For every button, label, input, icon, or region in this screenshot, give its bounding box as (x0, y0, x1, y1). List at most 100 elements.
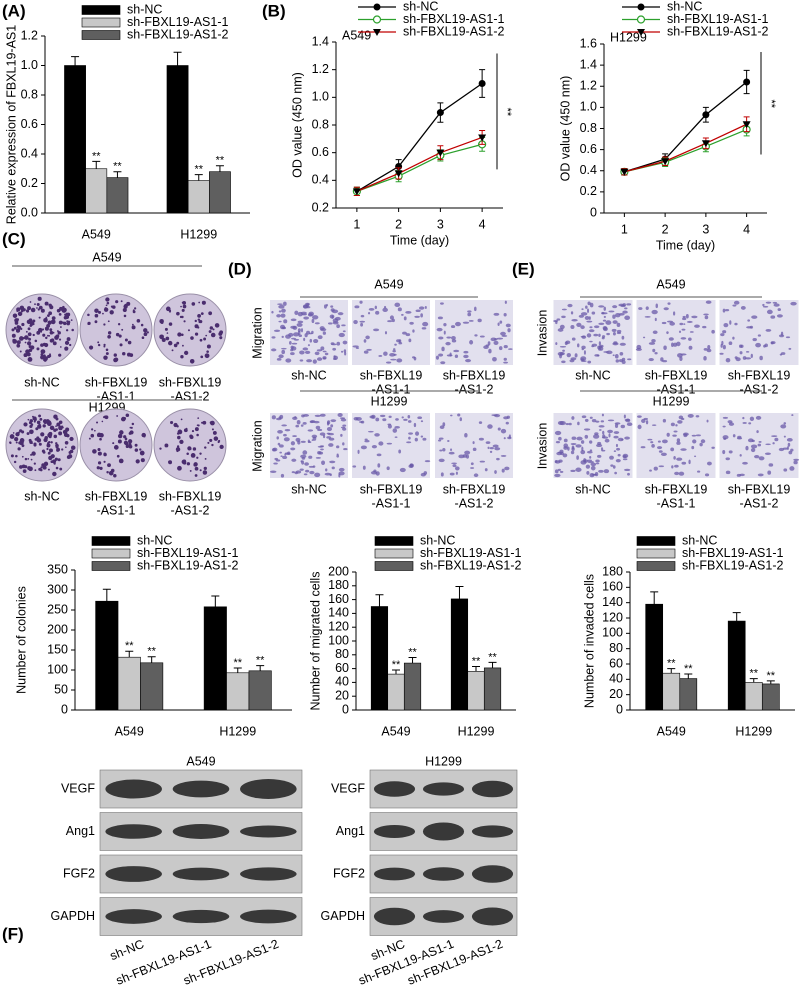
colony (55, 425, 57, 428)
y-tick-label: 20 (335, 688, 349, 702)
colony (37, 308, 40, 311)
cell (435, 355, 440, 360)
colony (99, 466, 103, 470)
cell (341, 324, 346, 327)
colony (131, 422, 135, 426)
colony (40, 349, 46, 354)
cell (554, 473, 561, 478)
colony (102, 312, 104, 315)
cell (439, 302, 444, 305)
point (620, 168, 629, 176)
cell (745, 445, 749, 451)
cell (720, 333, 725, 337)
colony (46, 323, 50, 328)
cell (732, 304, 737, 307)
colony (171, 349, 174, 352)
cell (325, 468, 328, 472)
cell (614, 471, 617, 475)
cell (508, 348, 513, 350)
cell (691, 434, 697, 437)
blot-band (422, 782, 465, 796)
error-bar (488, 661, 497, 668)
cell (732, 434, 736, 438)
legend-label: sh-FBXL19-AS1-1 (127, 15, 228, 29)
cell (615, 458, 621, 463)
colony (58, 338, 62, 341)
colony (205, 334, 208, 337)
cell (624, 436, 630, 440)
cell (590, 465, 596, 471)
cell (281, 326, 286, 329)
cell (332, 347, 337, 351)
colony (28, 466, 33, 472)
cell (364, 438, 368, 441)
cell (666, 432, 670, 437)
cell (342, 340, 348, 345)
colony (210, 332, 216, 338)
cell (616, 322, 621, 328)
blot-band (105, 866, 162, 882)
cell (322, 350, 327, 353)
cell (745, 357, 752, 360)
cell (451, 336, 456, 340)
colony (122, 351, 126, 356)
colony (214, 323, 220, 328)
colony (46, 442, 50, 445)
colony (43, 356, 48, 361)
cell (685, 313, 689, 319)
cell (561, 308, 567, 311)
colony (191, 429, 195, 433)
cell (504, 466, 510, 471)
bar (95, 600, 119, 711)
y-tick-label: 0.8 (312, 117, 329, 131)
legend-swatch (636, 548, 676, 559)
cell (580, 356, 587, 361)
cell (352, 465, 357, 468)
y-tick-label: 0.0 (21, 205, 38, 219)
cell (591, 418, 597, 423)
colony (29, 429, 34, 435)
cell (360, 314, 365, 318)
cell (651, 444, 655, 448)
cell (500, 454, 507, 457)
cell (674, 471, 680, 476)
colony (194, 332, 199, 336)
cell (587, 360, 592, 364)
cell (474, 306, 477, 312)
cell (638, 307, 643, 311)
legend-swatch (374, 548, 414, 559)
y-tick-label: 150 (47, 642, 68, 656)
colony (141, 336, 145, 340)
blot-band (471, 907, 514, 926)
colony (115, 332, 120, 337)
colony (52, 341, 57, 346)
cell (624, 418, 631, 421)
cell (338, 473, 341, 478)
point (701, 140, 710, 148)
lane-label: sh-NC (108, 937, 146, 963)
cell (445, 341, 451, 346)
cell (642, 336, 646, 339)
cell (612, 342, 619, 346)
cell (408, 338, 412, 343)
cell (291, 342, 298, 345)
y-tick-label: 0 (590, 205, 597, 219)
significance: ** (392, 659, 401, 671)
cell (453, 349, 460, 353)
cell (598, 333, 601, 337)
protein-label: FGF2 (333, 866, 365, 880)
cell (304, 333, 308, 338)
cell (654, 351, 658, 355)
colony (16, 318, 20, 321)
x-axis-label: Time (day) (656, 238, 715, 252)
cell (503, 344, 508, 349)
colony (146, 331, 149, 334)
sample-label: sh-NC (24, 489, 59, 503)
cell (418, 306, 425, 310)
colony (186, 462, 191, 466)
cell (443, 330, 446, 335)
colony (25, 309, 30, 313)
cell (442, 447, 446, 452)
cell (732, 336, 735, 340)
colony (55, 445, 59, 449)
